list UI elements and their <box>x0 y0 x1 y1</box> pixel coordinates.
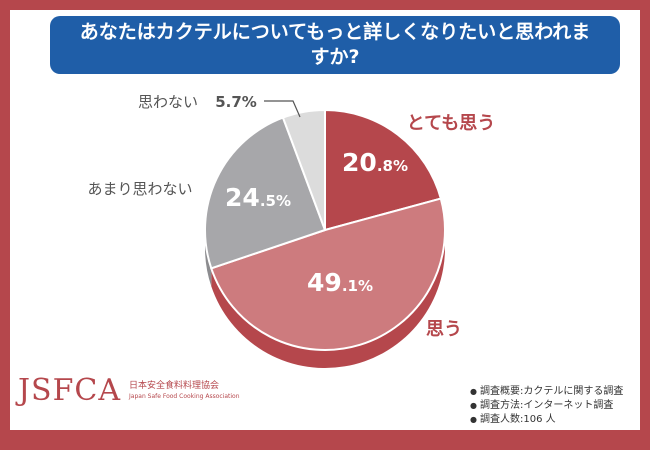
slice-label-agree: 思う <box>426 319 462 340</box>
logo-text: JSFCA <box>18 373 122 408</box>
leader-line <box>264 100 301 118</box>
note-method: 調査方法:インターネット調査 <box>470 399 623 413</box>
survey-notes: 調査概要:カクテルに関する調査 調査方法:インターネット調査 調査人数:106 … <box>470 385 623 427</box>
logo-japanese: 日本安全食料料理協会 <box>129 381 220 391</box>
slice-value-very-much: 20.8% <box>342 148 408 177</box>
logo-subtitle: 日本安全食料料理協会 Japan Safe Food Cooking Assoc… <box>129 380 240 402</box>
logo-english: Japan Safe Food Cooking Association <box>129 393 240 400</box>
chart-title: あなたはカクテルについてもっと詳しくなりたいと思われますか? <box>79 21 591 68</box>
pie-slice-not-really <box>204 116 327 270</box>
slice-label-not-really: あまり思わない <box>87 180 192 198</box>
slice-label-very-much: とても思う <box>407 113 496 134</box>
note-summary: 調査概要:カクテルに関する調査 <box>470 385 623 399</box>
pie-slice-very-much <box>324 108 443 232</box>
pie-slice-agree <box>210 197 446 351</box>
note-sample: 調査人数:106 人 <box>470 413 623 427</box>
slice-label-not-at-all: 思わない <box>138 93 198 111</box>
pie-slices <box>204 108 446 351</box>
slice-value-not-at-all: 5.7% <box>215 93 257 111</box>
slice-value-agree: 49.1% <box>307 268 373 297</box>
jsfca-logo: JSFCA 日本安全食料料理協会 Japan Safe Food Cooking… <box>18 376 240 406</box>
title-bar: あなたはカクテルについてもっと詳しくなりたいと思われますか? <box>50 16 620 74</box>
pie-slice-not-at-all <box>281 108 326 231</box>
slice-value-not-really: 24.5% <box>225 183 291 212</box>
